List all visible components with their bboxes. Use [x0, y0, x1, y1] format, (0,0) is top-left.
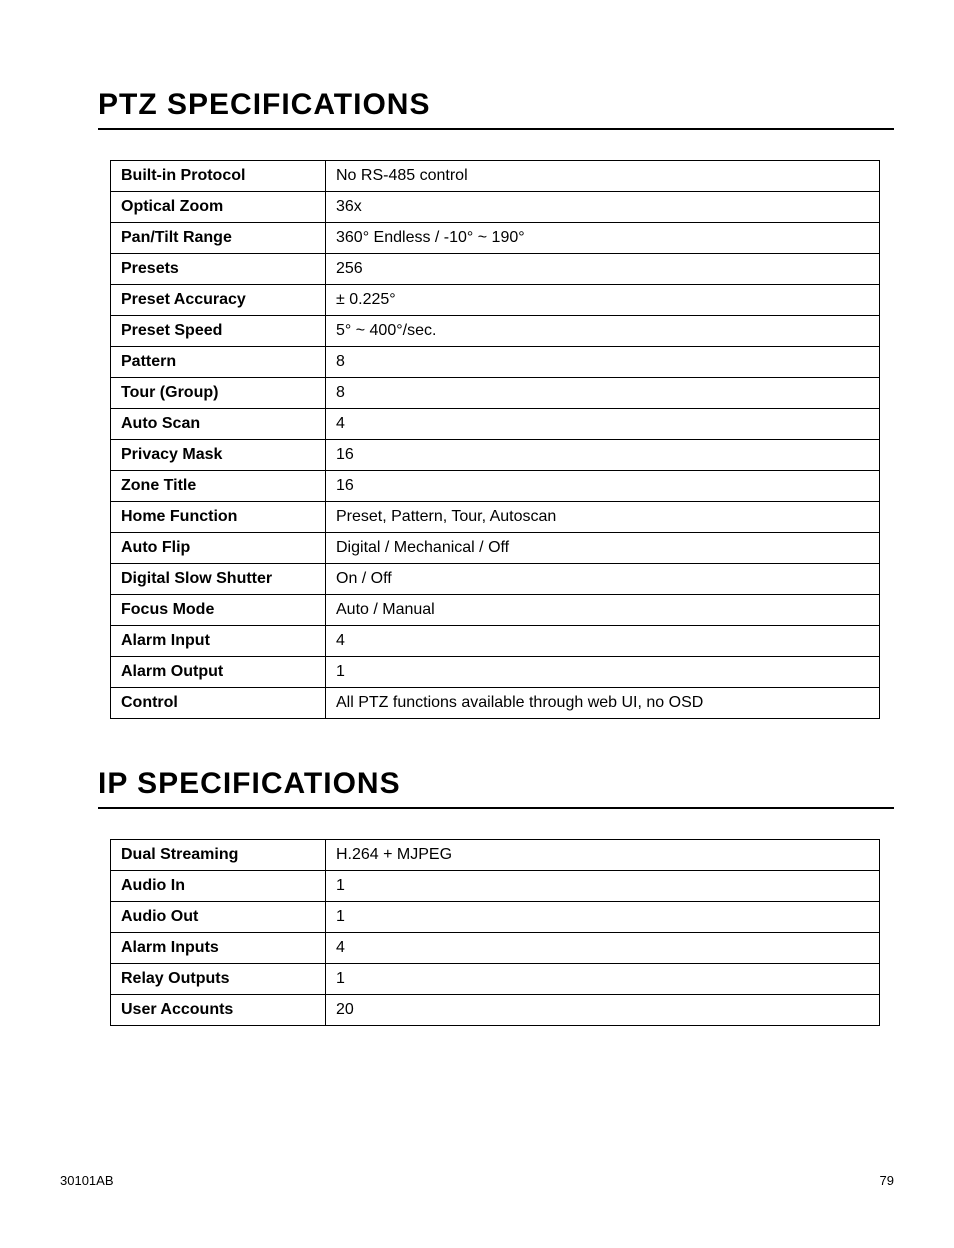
spec-value: On / Off	[326, 564, 880, 595]
spec-value: 1	[326, 871, 880, 902]
spec-value: 36x	[326, 192, 880, 223]
spec-value: 8	[326, 347, 880, 378]
spec-label: Optical Zoom	[111, 192, 326, 223]
spec-value: 360° Endless / -10° ~ 190°	[326, 223, 880, 254]
spec-label: Control	[111, 688, 326, 719]
table-row: Alarm Inputs4	[111, 933, 880, 964]
spec-value: 20	[326, 995, 880, 1026]
spec-value: 1	[326, 964, 880, 995]
table-row: Alarm Output1	[111, 657, 880, 688]
ip-heading: IP Specifications	[98, 767, 894, 809]
table-row: Tour (Group)8	[111, 378, 880, 409]
table-row: Preset Accuracy± 0.225°	[111, 285, 880, 316]
table-row: Audio In1	[111, 871, 880, 902]
table-row: Audio Out1	[111, 902, 880, 933]
table-row: Pan/Tilt Range360° Endless / -10° ~ 190°	[111, 223, 880, 254]
footer-doc-id: 30101AB	[60, 1173, 114, 1188]
spec-label: Audio Out	[111, 902, 326, 933]
table-row: Relay Outputs1	[111, 964, 880, 995]
footer-page-number: 79	[880, 1173, 894, 1188]
spec-label: Alarm Output	[111, 657, 326, 688]
spec-label: Digital Slow Shutter	[111, 564, 326, 595]
spec-value: 5° ~ 400°/sec.	[326, 316, 880, 347]
spec-label: Auto Flip	[111, 533, 326, 564]
spec-label: Audio In	[111, 871, 326, 902]
table-row: Auto FlipDigital / Mechanical / Off	[111, 533, 880, 564]
spec-label: Pan/Tilt Range	[111, 223, 326, 254]
table-row: Focus ModeAuto / Manual	[111, 595, 880, 626]
spec-label: Privacy Mask	[111, 440, 326, 471]
spec-label: Presets	[111, 254, 326, 285]
spec-value: ± 0.225°	[326, 285, 880, 316]
spec-label: Dual Streaming	[111, 840, 326, 871]
spec-label: Built-in Protocol	[111, 161, 326, 192]
table-row: Pattern8	[111, 347, 880, 378]
table-row: ControlAll PTZ functions available throu…	[111, 688, 880, 719]
spec-value: Digital / Mechanical / Off	[326, 533, 880, 564]
table-row: Built-in ProtocolNo RS-485 control	[111, 161, 880, 192]
ip-spec-table: Dual StreamingH.264 + MJPEGAudio In1Audi…	[110, 839, 880, 1026]
spec-value: 1	[326, 902, 880, 933]
table-row: Optical Zoom36x	[111, 192, 880, 223]
spec-label: Pattern	[111, 347, 326, 378]
spec-label: Home Function	[111, 502, 326, 533]
spec-label: Alarm Inputs	[111, 933, 326, 964]
spec-value: 8	[326, 378, 880, 409]
table-row: Privacy Mask16	[111, 440, 880, 471]
spec-label: Preset Accuracy	[111, 285, 326, 316]
spec-value: 4	[326, 409, 880, 440]
spec-value: 4	[326, 933, 880, 964]
spec-label: Zone Title	[111, 471, 326, 502]
spec-label: User Accounts	[111, 995, 326, 1026]
table-row: Alarm Input4	[111, 626, 880, 657]
table-row: Zone Title16	[111, 471, 880, 502]
spec-value: 256	[326, 254, 880, 285]
table-row: User Accounts20	[111, 995, 880, 1026]
spec-label: Relay Outputs	[111, 964, 326, 995]
table-row: Auto Scan4	[111, 409, 880, 440]
spec-label: Focus Mode	[111, 595, 326, 626]
spec-value: 1	[326, 657, 880, 688]
table-row: Preset Speed5° ~ 400°/sec.	[111, 316, 880, 347]
table-row: Presets256	[111, 254, 880, 285]
spec-label: Tour (Group)	[111, 378, 326, 409]
ptz-spec-table: Built-in ProtocolNo RS-485 controlOptica…	[110, 160, 880, 719]
spec-value: No RS-485 control	[326, 161, 880, 192]
table-row: Home FunctionPreset, Pattern, Tour, Auto…	[111, 502, 880, 533]
spec-label: Auto Scan	[111, 409, 326, 440]
spec-label: Preset Speed	[111, 316, 326, 347]
spec-value: Preset, Pattern, Tour, Autoscan	[326, 502, 880, 533]
spec-value: H.264 + MJPEG	[326, 840, 880, 871]
spec-value: 16	[326, 440, 880, 471]
spec-value: Auto / Manual	[326, 595, 880, 626]
ptz-heading: PTZ Specifications	[98, 88, 894, 130]
spec-label: Alarm Input	[111, 626, 326, 657]
ptz-tbody: Built-in ProtocolNo RS-485 controlOptica…	[111, 161, 880, 719]
spec-value: 16	[326, 471, 880, 502]
table-row: Digital Slow ShutterOn / Off	[111, 564, 880, 595]
table-row: Dual StreamingH.264 + MJPEG	[111, 840, 880, 871]
ip-tbody: Dual StreamingH.264 + MJPEGAudio In1Audi…	[111, 840, 880, 1026]
page-footer: 30101AB 79	[60, 1173, 894, 1188]
spec-value: 4	[326, 626, 880, 657]
spec-value: All PTZ functions available through web …	[326, 688, 880, 719]
